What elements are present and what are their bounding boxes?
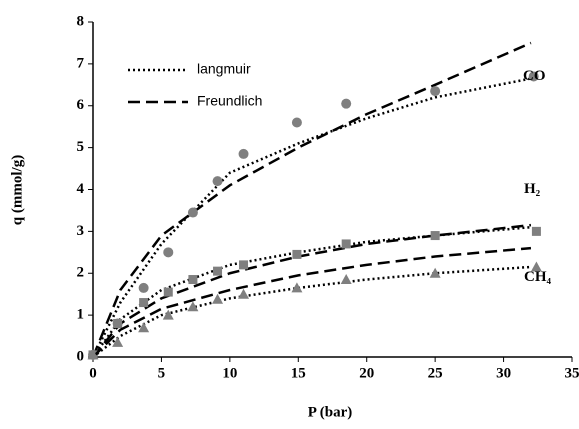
point bbox=[341, 239, 351, 249]
y-tick-label: 7 bbox=[77, 55, 85, 71]
series-label: CO bbox=[523, 68, 546, 84]
x-axis-label: P (bar) bbox=[308, 404, 353, 420]
point bbox=[87, 349, 99, 360]
point bbox=[212, 176, 223, 187]
legend-label: langmuir bbox=[197, 61, 251, 77]
point bbox=[291, 117, 302, 128]
y-tick-label: 3 bbox=[77, 223, 85, 239]
series-label: CH₄ bbox=[524, 269, 552, 285]
point bbox=[340, 274, 352, 285]
point bbox=[238, 148, 249, 159]
y-tick-label: 0 bbox=[77, 348, 85, 364]
x-tick-label: 35 bbox=[565, 365, 579, 381]
series-label: H₂ bbox=[524, 181, 541, 197]
point bbox=[112, 336, 124, 347]
y-tick-label: 4 bbox=[77, 181, 85, 197]
point bbox=[530, 261, 542, 272]
fit-line bbox=[92, 246, 532, 358]
y-tick-label: 5 bbox=[77, 139, 85, 155]
point bbox=[188, 275, 198, 285]
point bbox=[139, 298, 149, 308]
point bbox=[187, 301, 199, 312]
x-tick-label: 25 bbox=[428, 365, 443, 381]
y-tick-label: 8 bbox=[77, 13, 85, 29]
x-tick-label: 20 bbox=[359, 365, 374, 381]
fit-line bbox=[91, 41, 532, 358]
fit-line bbox=[91, 225, 532, 358]
point bbox=[430, 86, 441, 97]
point bbox=[528, 71, 539, 82]
x-tick-label: 0 bbox=[89, 365, 97, 381]
x-tick-label: 10 bbox=[222, 365, 237, 381]
point bbox=[113, 319, 123, 328]
point bbox=[138, 282, 149, 293]
fit-line bbox=[91, 77, 532, 358]
x-tick-label: 5 bbox=[158, 365, 166, 381]
y-tick-label: 6 bbox=[77, 97, 85, 113]
point bbox=[292, 249, 302, 259]
point bbox=[163, 287, 173, 297]
x-tick-label: 15 bbox=[291, 365, 306, 381]
point bbox=[531, 226, 541, 236]
point bbox=[187, 207, 198, 218]
fit-line bbox=[92, 265, 532, 358]
point bbox=[341, 98, 352, 109]
point bbox=[163, 247, 174, 258]
point bbox=[239, 260, 249, 270]
point bbox=[212, 293, 224, 304]
point bbox=[430, 231, 440, 241]
fit-line bbox=[92, 223, 532, 358]
x-tick-label: 30 bbox=[496, 365, 511, 381]
y-tick-label: 1 bbox=[77, 307, 85, 323]
y-axis-label: q (mmol/g) bbox=[9, 155, 25, 225]
point bbox=[213, 266, 223, 276]
point bbox=[429, 267, 441, 278]
point bbox=[138, 322, 150, 333]
y-tick-label: 2 bbox=[77, 265, 85, 281]
point bbox=[291, 282, 303, 293]
point bbox=[162, 309, 174, 320]
legend-label: Freundlich bbox=[197, 93, 262, 109]
point bbox=[238, 288, 250, 299]
